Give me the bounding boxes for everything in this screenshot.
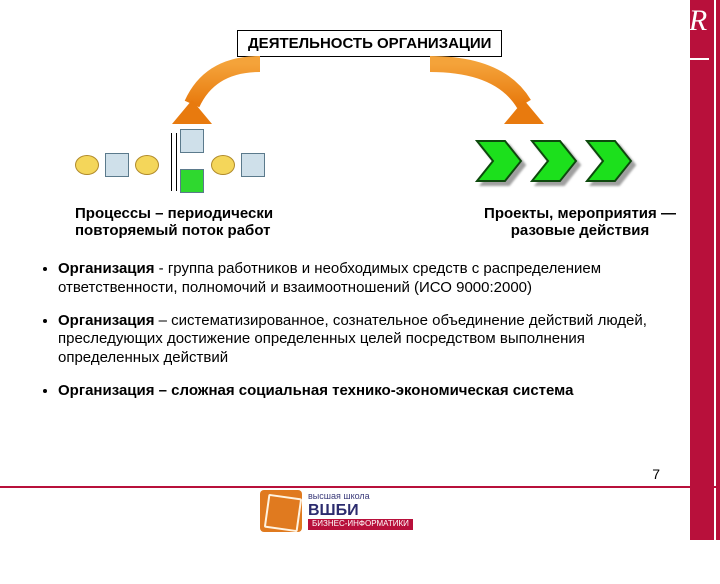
footer-logo: высшая школа ВШБИ БИЗНЕС-ИНФОРМАТИКИ [260, 486, 460, 536]
brand-monogram: R [684, 6, 712, 46]
definitions-list: Организация - группа работников и необхо… [40, 260, 660, 415]
slide-title: ДЕЯТЕЛЬНОСТЬ ОРГАНИЗАЦИИ [248, 35, 491, 52]
footer-sub: БИЗНЕС-ИНФОРМАТИКИ [308, 519, 413, 530]
footer-top: высшая школа [308, 491, 370, 501]
definition-item: Организация – сложная социальная технико… [58, 382, 660, 401]
page-number: 7 [652, 466, 660, 482]
brand-sidebar [690, 0, 720, 540]
logo-cube-icon [260, 490, 302, 532]
footer-big: ВШБИ [308, 502, 413, 520]
project-label: Проекты, мероприятия — разовые действия [475, 205, 685, 239]
arrow-right-icon [420, 52, 560, 142]
definition-item: Организация – систематизированное, созна… [58, 312, 660, 368]
project-chevrons [475, 135, 675, 195]
arrow-left-icon [150, 52, 270, 142]
process-label: Процессы – периодически повторяемый пото… [75, 205, 325, 239]
process-shapes [75, 135, 325, 195]
definition-item: Организация - группа работников и необхо… [58, 260, 660, 298]
